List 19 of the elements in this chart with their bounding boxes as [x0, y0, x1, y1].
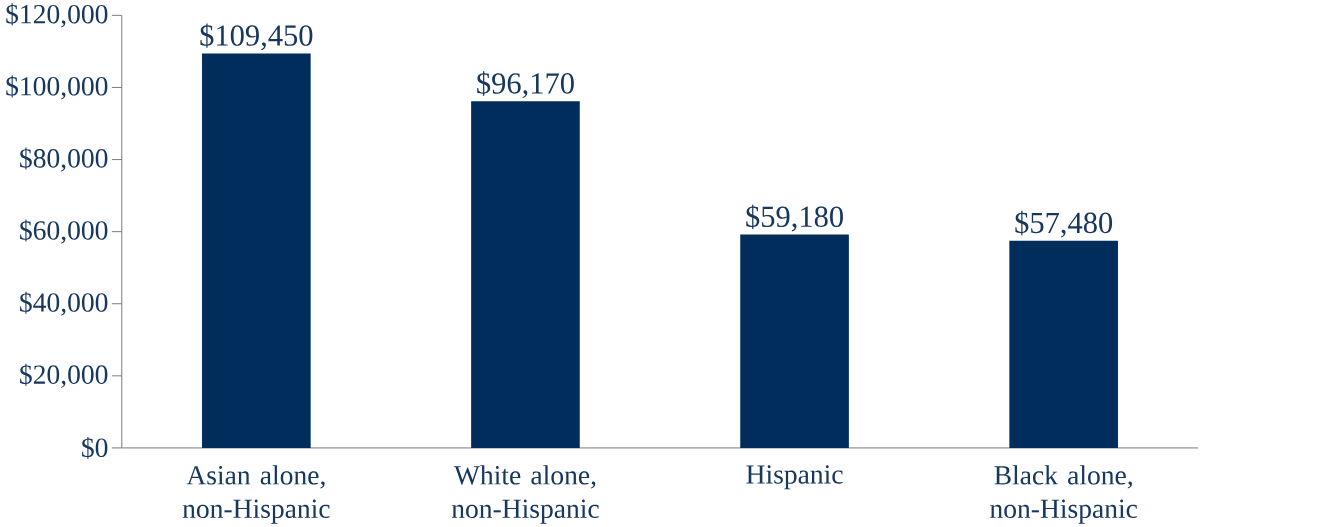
bar	[202, 53, 311, 448]
y-tick-label: $20,000	[20, 363, 108, 388]
y-tick-label: $60,000	[20, 219, 108, 244]
data-label: $57,480	[1015, 210, 1113, 238]
x-tick-label: White alone, non-Hispanic	[451, 465, 599, 524]
y-tick-label: $0	[82, 436, 108, 459]
x-tick-label: Black alone, non-Hispanic	[990, 465, 1138, 524]
bar	[471, 101, 580, 448]
x-tick-label: Hispanic	[746, 465, 843, 490]
y-tick-label: $120,000	[6, 3, 108, 28]
bar	[740, 234, 849, 448]
bar	[1009, 240, 1118, 448]
y-tick-label: $40,000	[20, 291, 108, 316]
data-label: $59,180	[746, 204, 843, 232]
y-tick-label: $80,000	[20, 147, 108, 172]
data-label: $96,170	[477, 71, 574, 99]
y-tick-label: $100,000	[6, 75, 108, 100]
x-tick-label: Asian alone, non-Hispanic	[182, 465, 330, 524]
data-label: $109,450	[200, 23, 313, 51]
